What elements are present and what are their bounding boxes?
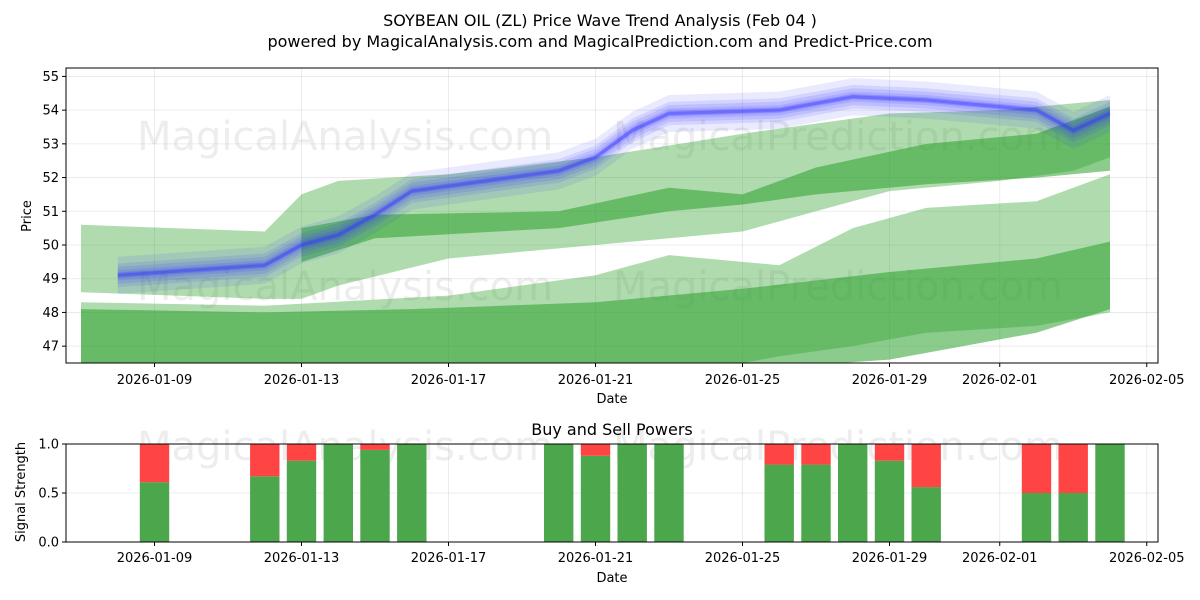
- buy-bar: [911, 487, 941, 542]
- signal-y-tick-label: 0.5: [38, 487, 59, 502]
- price-y-tick-label: 49: [42, 272, 59, 287]
- sell-bar: [1021, 444, 1052, 493]
- price-y-axis-label: Price: [20, 200, 35, 232]
- buy-bar: [323, 444, 353, 542]
- price-y-tick-label: 52: [42, 171, 59, 186]
- buy-bar: [1095, 444, 1125, 542]
- price-y-tick-label: 48: [42, 306, 59, 321]
- signal-x-tick-label: 2026-01-25: [705, 551, 781, 566]
- buy-bar: [580, 455, 611, 542]
- signal-y-axis-label: Signal Strength: [14, 442, 29, 542]
- blue-wave-ribbon: [117, 84, 1111, 288]
- signal-chart-title: Buy and Sell Powers: [531, 420, 693, 439]
- signal-y-tick-label: 0.0: [38, 536, 59, 551]
- signal-y-tick-label: 1.0: [38, 438, 59, 453]
- buy-bar: [801, 464, 831, 542]
- price-plot: MagicalAnalysis.com MagicalPrediction.com…: [42, 67, 1185, 388]
- price-y-tick-label: 55: [42, 70, 59, 85]
- price-x-tick-label: 2026-01-29: [852, 373, 928, 388]
- buy-bar: [286, 460, 317, 542]
- blue-wave-line: [117, 95, 1111, 277]
- signal-plot: MagicalAnalysis.comMagicalPrediction.com…: [38, 424, 1184, 566]
- green-band-4: [81, 241, 1110, 363]
- buy-bar: [1021, 493, 1052, 542]
- price-x-tick-label: 2026-01-17: [411, 373, 487, 388]
- price-y-tick-label: 51: [42, 205, 59, 220]
- blue-wave-ribbon: [117, 96, 1111, 294]
- buy-bar: [874, 460, 905, 542]
- sell-bar: [1058, 444, 1088, 493]
- price-plot-frame: [65, 67, 1159, 364]
- sell-bar: [911, 444, 941, 488]
- sell-bar: [801, 444, 831, 465]
- signal-x-tick-label: 2026-01-09: [117, 551, 193, 566]
- signal-x-tick-label: 2026-02-05: [1109, 551, 1185, 566]
- price-x-tick-label: 2026-01-25: [705, 373, 781, 388]
- buy-bar: [838, 444, 868, 542]
- price-x-tick-label: 2026-01-21: [558, 373, 634, 388]
- sell-bar: [286, 444, 317, 461]
- buy-bar: [397, 444, 427, 542]
- signal-x-tick-label: 2026-01-21: [558, 551, 634, 566]
- blue-wave-ribbon: [117, 78, 1111, 276]
- buy-bar: [617, 444, 647, 542]
- price-x-tick-label: 2026-02-05: [1109, 373, 1185, 388]
- watermark: MagicalAnalysis.com: [137, 114, 553, 160]
- signal-x-axis-label: Date: [596, 571, 627, 586]
- price-y-tick-label: 54: [42, 104, 59, 119]
- sell-bar: [139, 444, 170, 483]
- buy-bar: [1058, 493, 1088, 542]
- sell-bar: [580, 444, 611, 456]
- blue-wave-ribbon: [117, 88, 1111, 284]
- signal-x-tick-label: 2026-01-13: [264, 551, 340, 566]
- price-series-group: [81, 78, 1111, 363]
- price-x-tick-label: 2026-01-09: [117, 373, 193, 388]
- chart-title: SOYBEAN OIL (ZL) Price Wave Trend Analys…: [383, 11, 817, 30]
- price-x-tick-label: 2026-02-01: [962, 373, 1038, 388]
- buy-bar: [250, 476, 280, 542]
- buy-bar: [544, 444, 574, 542]
- signal-x-tick-label: 2026-01-29: [852, 551, 928, 566]
- green-band-2: [301, 106, 1110, 262]
- blue-wave-ribbon: [117, 91, 1111, 281]
- buy-bar: [764, 464, 794, 542]
- buy-bar: [360, 449, 390, 542]
- sell-bar: [874, 444, 905, 461]
- price-y-tick-label: 47: [42, 340, 59, 355]
- price-y-tick-label: 53: [42, 137, 59, 152]
- watermark: MagicalAnalysis.com: [137, 264, 553, 310]
- signal-x-tick-label: 2026-01-17: [411, 551, 487, 566]
- sell-bar: [360, 444, 390, 450]
- sell-bar: [250, 444, 280, 477]
- price-y-tick-label: 50: [42, 239, 59, 254]
- price-x-axis-label: Date: [596, 392, 627, 407]
- signal-x-tick-label: 2026-02-01: [962, 551, 1038, 566]
- buy-bar: [654, 444, 684, 542]
- price-x-tick-label: 2026-01-13: [264, 373, 340, 388]
- buy-bar: [139, 482, 170, 542]
- sell-bar: [764, 444, 794, 465]
- chart-subtitle: powered by MagicalAnalysis.com and Magic…: [267, 32, 932, 51]
